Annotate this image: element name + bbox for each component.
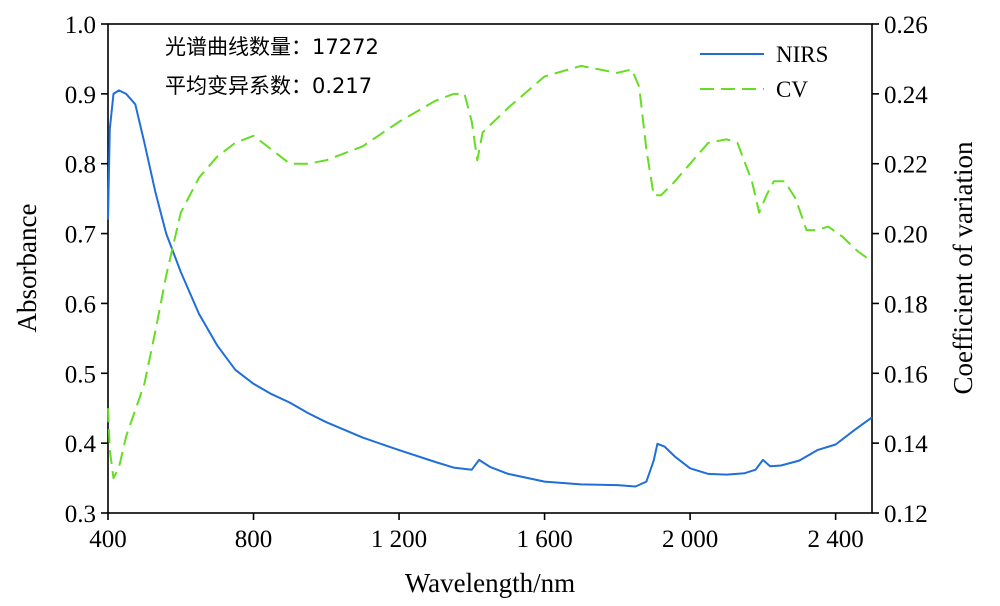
y-tick-label: 0.8: [65, 152, 96, 179]
annotation-spectra-count: 光谱曲线数量：17272: [165, 35, 379, 59]
series-line-cv: [107, 64, 873, 480]
y2-tick-label: 0.20: [884, 222, 928, 249]
y2-tick-label: 0.12: [884, 501, 928, 528]
y-tick-label: 0.3: [65, 501, 96, 528]
x-tick-label: 1 200: [371, 526, 427, 553]
x-tick-label: 2 400: [807, 526, 863, 553]
annotation-mean-cv: 平均变异系数：0.217: [165, 74, 372, 98]
x-tick-label: 2 000: [662, 526, 718, 553]
x-axis-title: Wavelength/nm: [405, 568, 575, 598]
y2-tick-label: 0.22: [884, 152, 928, 179]
y-tick-label: 0.5: [65, 361, 96, 388]
plot-border: [107, 23, 873, 514]
y-axis-right: 0.12 0.14 0.16 0.18 0.20 0.22 0.24 0.26: [872, 12, 928, 528]
y-tick-label: 0.4: [65, 431, 97, 458]
y-tick-label: 0.9: [65, 82, 96, 109]
y-tick-label: 0.6: [65, 291, 96, 318]
y2-tick-label: 0.16: [884, 361, 928, 388]
series-layer: [107, 64, 873, 488]
y2-tick-label: 0.26: [884, 12, 928, 39]
y-tick-label: 0.7: [65, 222, 96, 249]
y-tick-label: 1.0: [65, 12, 96, 39]
x-tick-label: 1 600: [516, 526, 572, 553]
y2-axis-title: Coefficient of variation: [948, 141, 978, 394]
x-tick-label: 400: [89, 526, 127, 553]
plot-frame: [107, 23, 873, 514]
series-line-nirs: [107, 89, 873, 488]
y-axis-title: Absorbance: [12, 204, 42, 333]
y2-tick-label: 0.18: [884, 291, 928, 318]
y2-tick-label: 0.14: [884, 431, 928, 458]
y-axis-left: 0.3 0.4 0.5 0.6 0.7 0.8 0.9 1.0: [65, 12, 108, 528]
x-axis: 400 800 1 200 1 600 2 000 2 400: [89, 513, 864, 553]
y2-tick-label: 0.24: [884, 82, 928, 109]
legend-label-nirs: NIRS: [776, 42, 828, 67]
legend-label-cv: CV: [776, 77, 808, 102]
x-tick-label: 800: [235, 526, 273, 553]
legend: NIRS CV: [700, 42, 828, 102]
